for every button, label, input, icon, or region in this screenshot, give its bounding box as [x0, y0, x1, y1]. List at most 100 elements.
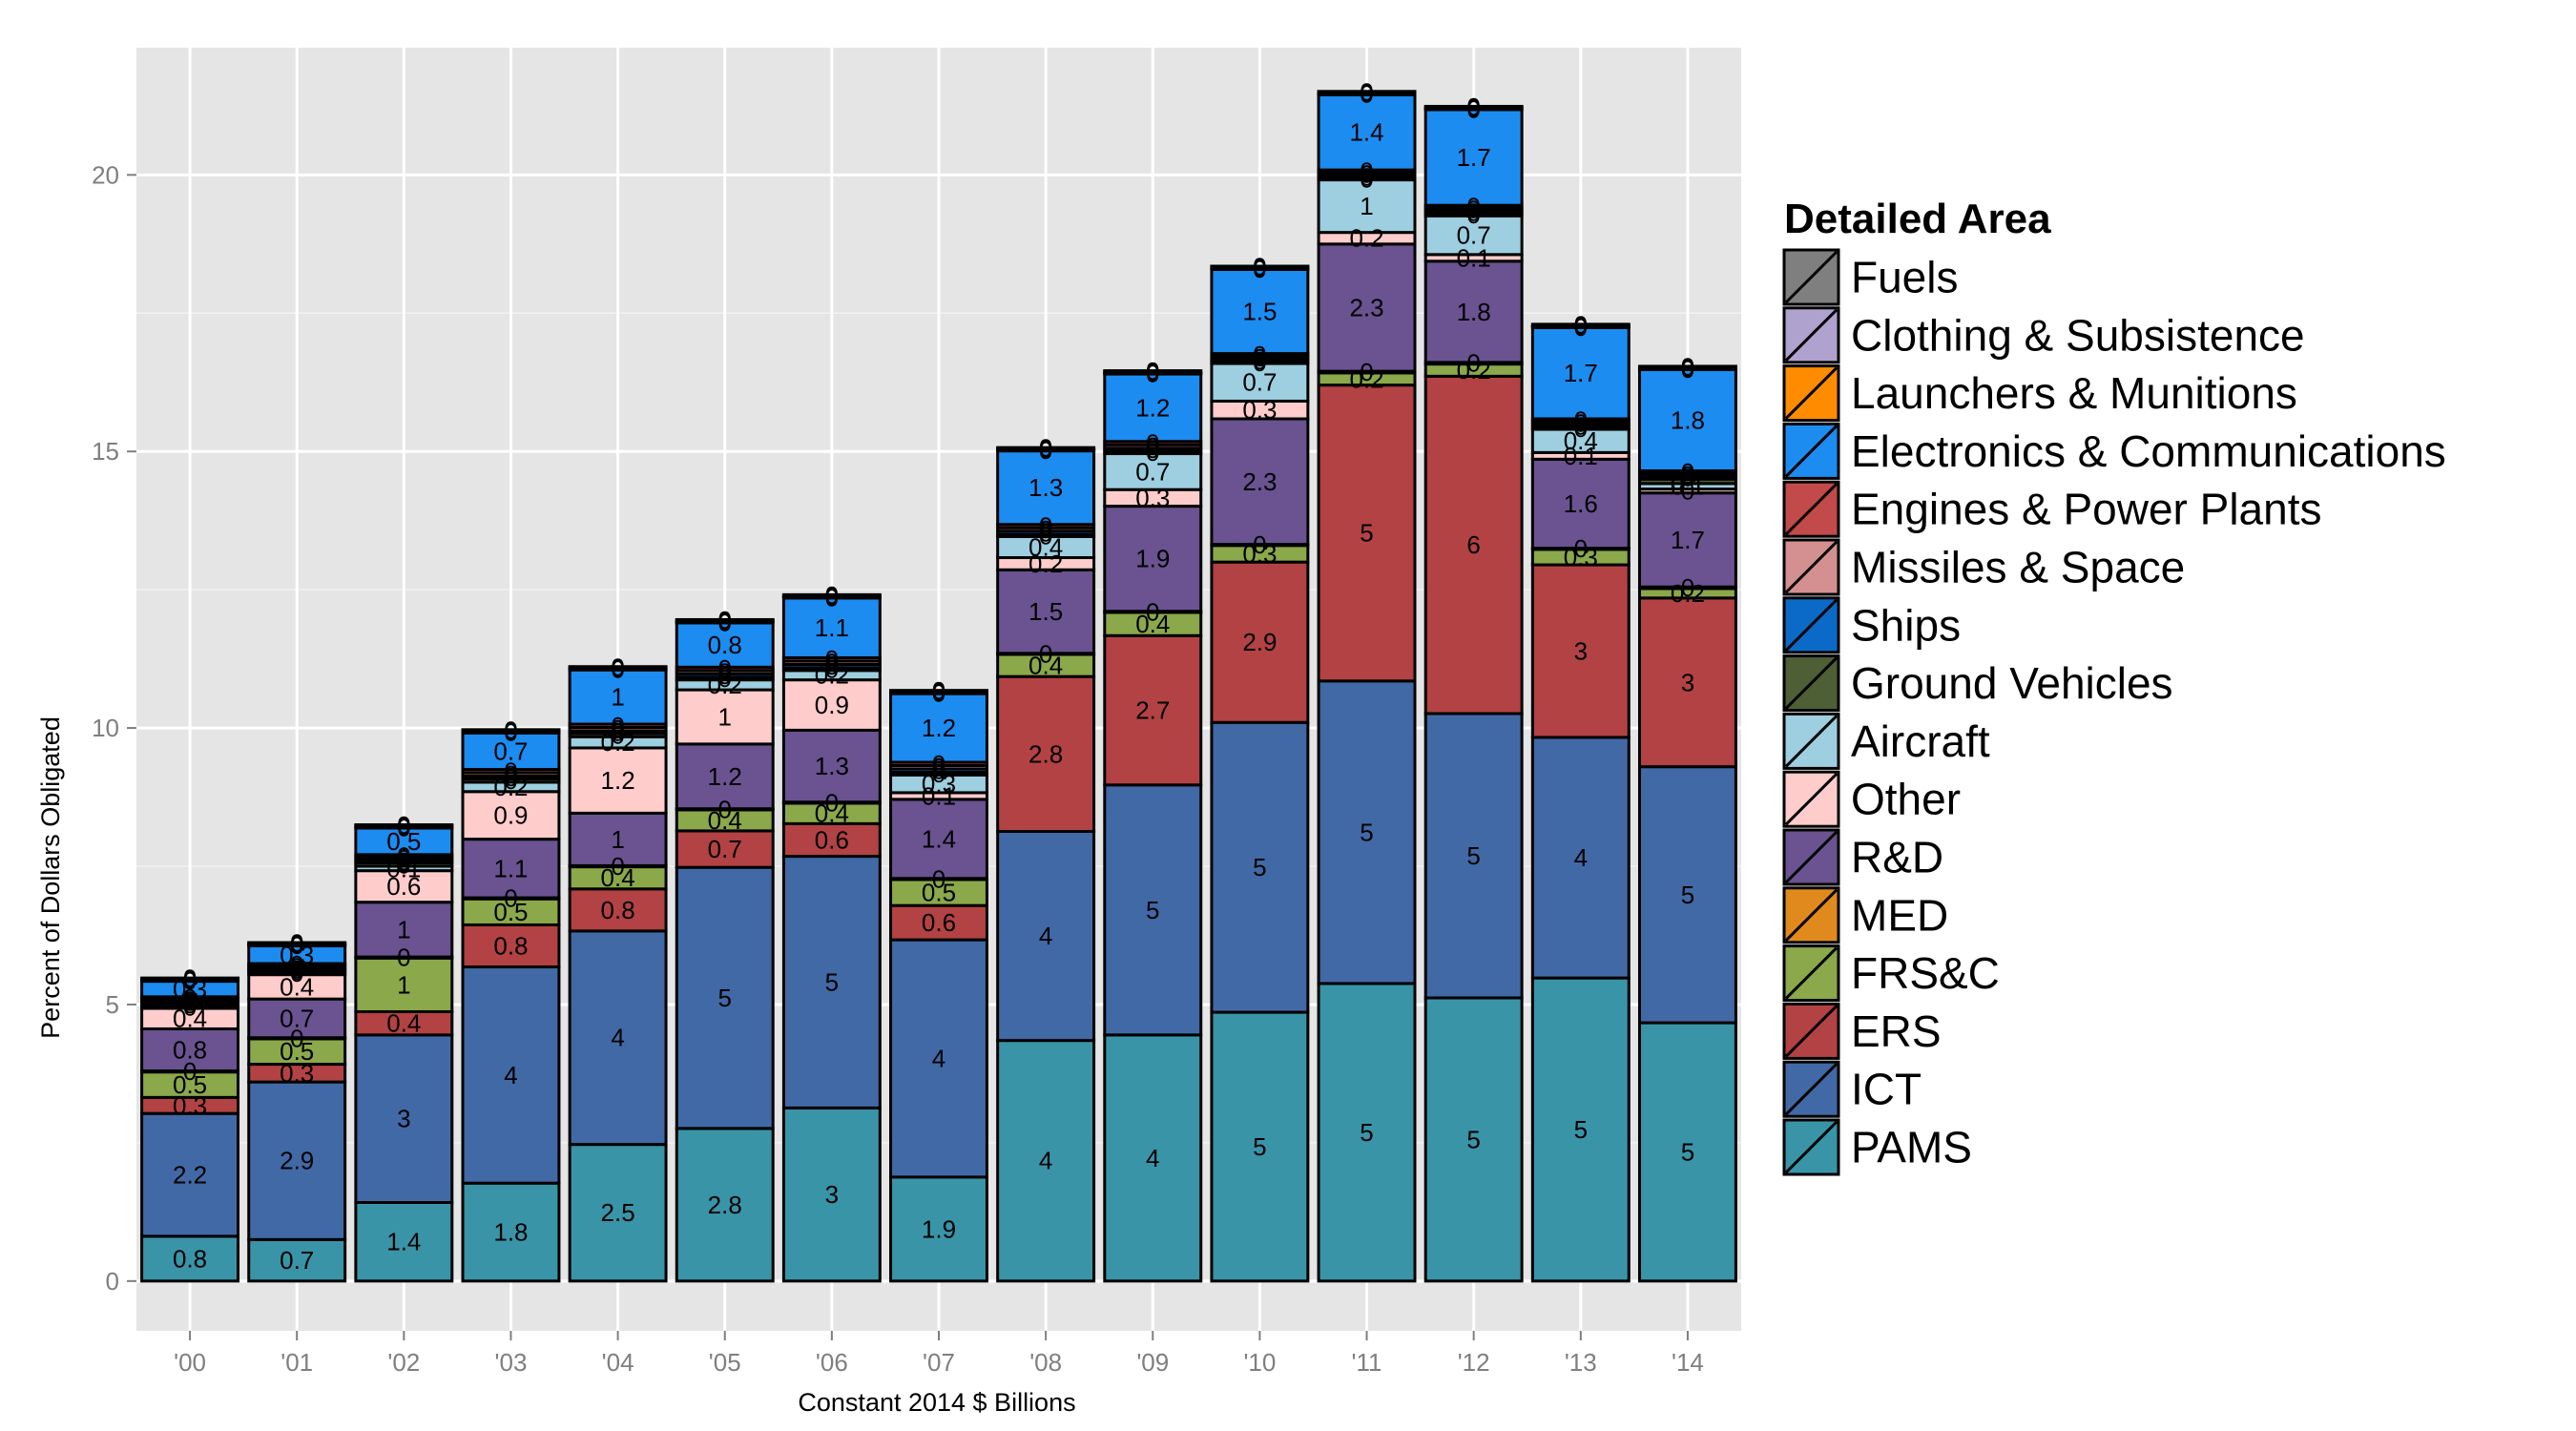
bar-segment-frsandc	[354, 956, 454, 1013]
data-label-fuels: 0	[825, 581, 839, 610]
data-label-aircraft: 0.2	[601, 728, 635, 757]
data-label-ers: 0.7	[708, 835, 742, 863]
data-label-pams: 5	[1360, 1118, 1373, 1147]
data-label-pams: 1.4	[386, 1228, 421, 1256]
x-tick-label: '10	[1243, 1348, 1276, 1377]
data-label-launchers-and-munitions: 0	[1253, 255, 1266, 283]
x-tick-label: '06	[816, 1348, 848, 1377]
data-label-clothing-and-subsistence: 0	[1574, 312, 1588, 341]
data-label-ground-vehicles: 0	[1039, 521, 1052, 550]
x-tick-label: '02	[387, 1348, 420, 1377]
data-label-ict: 5	[1253, 853, 1266, 881]
legend-label: Launchers & Munitions	[1851, 368, 2297, 418]
data-label-ships: 0	[1574, 411, 1588, 440]
data-label-ground-vehicles: 0	[183, 990, 197, 1019]
data-label-ers: 0.8	[493, 932, 528, 961]
x-tick-label: '00	[174, 1348, 206, 1377]
bar-segment-randd	[1423, 259, 1524, 364]
legend-item-ers: ERS	[1782, 1002, 1942, 1060]
data-label-missiles-and-space: 0	[397, 844, 410, 873]
data-label-ers: 0.8	[601, 896, 635, 924]
bar-segment-other	[247, 973, 347, 1001]
bar-segment-fuels	[1637, 364, 1737, 369]
data-label-randd: 1.7	[1671, 526, 1705, 554]
data-label-engines-and-power-plants: 0	[1574, 405, 1588, 434]
data-label-launchers-and-munitions: 0	[717, 608, 731, 636]
data-label-missiles-and-space: 0	[504, 760, 517, 789]
data-label-aircraft: 0.2	[815, 661, 849, 690]
legend-label: Aircraft	[1851, 716, 1990, 766]
data-label-engines-and-power-plants: 0	[504, 757, 517, 785]
data-label-clothing-and-subsistence: 0	[825, 582, 839, 611]
bar-segment-ers	[1637, 596, 1737, 769]
data-label-med: 0	[1574, 534, 1588, 563]
data-label-ships: 0	[1039, 518, 1052, 547]
bar-segment-ict	[247, 1080, 347, 1241]
bar-segment-ict	[1530, 736, 1631, 980]
legend-label: FRS&C	[1851, 948, 2000, 998]
data-label-ground-vehicles: 0	[1253, 348, 1266, 377]
data-label-clothing-and-subsistence: 0	[504, 717, 517, 746]
data-label-aircraft: 0.3	[922, 770, 956, 798]
legend-item-other: Other	[1782, 770, 1961, 828]
bar-segment-electronics-and-communications	[1530, 325, 1631, 421]
bar-segment-other	[354, 869, 454, 904]
data-label-ships: 0	[1146, 435, 1159, 464]
data-label-ships: 0	[932, 757, 945, 785]
data-label-med: 0	[1146, 597, 1159, 626]
legend-item-aircraft: Aircraft	[1782, 712, 1990, 770]
data-label-randd: 1.5	[1028, 597, 1063, 626]
data-label-other: 0.1	[1457, 243, 1491, 272]
data-label-missiles-and-space: 0	[1146, 432, 1159, 461]
bar-segment-pams	[354, 1201, 454, 1283]
data-label-ships: 0	[1360, 162, 1373, 191]
data-label-ict: 4	[1574, 843, 1588, 872]
data-label-ships: 0	[717, 661, 731, 690]
y-tick-label: 0	[106, 1267, 119, 1296]
data-label-clothing-and-subsistence: 0	[717, 607, 731, 635]
data-label-launchers-and-munitions: 0	[1574, 313, 1588, 342]
data-label-ict: 5	[1360, 818, 1373, 846]
legend-label: ICT	[1851, 1065, 1922, 1114]
bar-segment-randd	[1103, 505, 1203, 613]
bar-segment-fuels	[1423, 104, 1524, 110]
data-label-ers: 2.8	[1028, 739, 1063, 768]
x-tick-label: '04	[602, 1348, 634, 1377]
data-label-randd: 0.8	[173, 1035, 207, 1064]
legend-item-missiles-and-space: Missiles & Space	[1782, 538, 2185, 596]
data-labels: 0.82.20.30.500.80.4000000.30000.72.90.30…	[173, 77, 1705, 1275]
data-label-ers: 2.9	[1242, 628, 1277, 656]
data-label-aircraft: 0.7	[1135, 457, 1170, 486]
data-label-ict: 2.2	[173, 1161, 207, 1190]
data-label-ships: 0	[1253, 346, 1266, 375]
data-label-frsandc: 0.5	[493, 898, 528, 926]
data-label-ships: 0	[1466, 197, 1480, 226]
x-axis: '00 '01 '02 '03 '04 '05 '06 '07 '08 '09 '10 '11 '12 '…	[174, 1331, 1704, 1377]
data-label-ground-vehicles: 0	[1146, 438, 1159, 467]
data-label-launchers-and-munitions: 0	[611, 655, 624, 684]
bar-segment-randd	[568, 811, 668, 867]
data-label-fuels: 0	[1466, 93, 1480, 121]
legend-item-engines-and-power-plants: Engines & Power Plants	[1782, 480, 2322, 538]
data-label-ict: 5	[1146, 896, 1159, 924]
data-label-med: 0	[397, 944, 410, 972]
data-label-ers: 0.6	[922, 908, 956, 937]
x-tick-label: '03	[495, 1348, 528, 1377]
y-tick-label: 20	[92, 160, 119, 189]
data-label-electronics-and-communications: 1.5	[1242, 298, 1277, 326]
data-label-ground-vehicles: 0	[290, 957, 303, 985]
bar-segment-ers	[996, 674, 1096, 833]
legend-key-slash	[1784, 946, 1839, 1000]
data-label-engines-and-power-plants: 0	[932, 750, 945, 778]
bar-segment-electronics-and-communications	[781, 596, 882, 659]
bar-segment-randd	[781, 728, 882, 804]
x-tick-label: '13	[1565, 1348, 1597, 1377]
bar-segment-electronics-and-communications	[889, 692, 988, 764]
data-label-clothing-and-subsistence: 0	[932, 677, 945, 706]
data-label-missiles-and-space: 0	[932, 753, 945, 781]
data-label-pams: 5	[1466, 1125, 1480, 1153]
data-label-ers: 5	[1360, 519, 1373, 548]
bar-segment-electronics-and-communications	[1317, 93, 1417, 172]
data-label-med: 0	[504, 884, 517, 913]
